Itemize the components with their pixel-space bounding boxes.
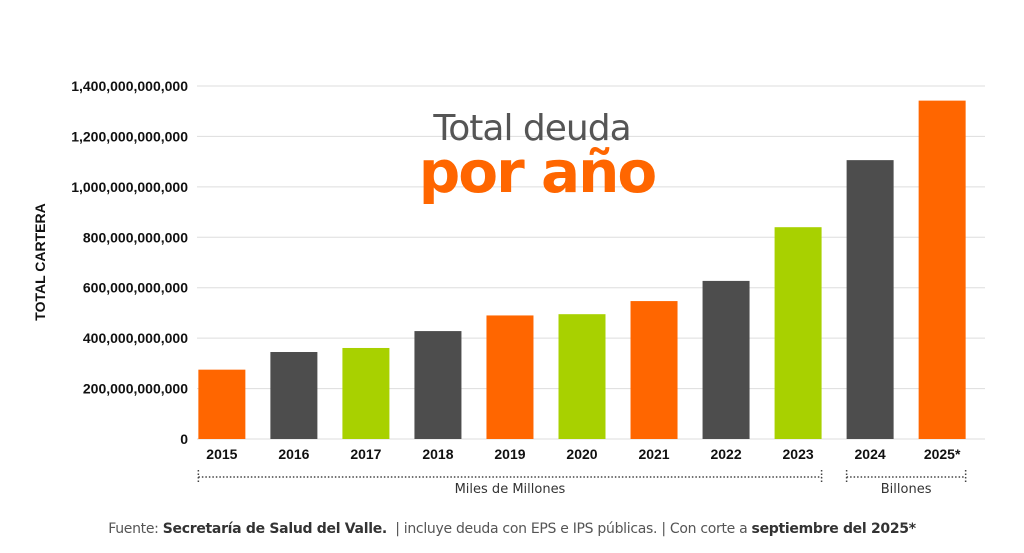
x-tick-label: 2018 [422,446,453,462]
x-tick-label: 2025* [924,446,961,462]
y-tick-label: 400,000,000,000 [83,330,188,346]
bar [558,314,606,439]
bar [486,315,534,439]
bar [342,347,390,439]
x-tick-label: 2015 [206,446,237,462]
bar [702,280,750,439]
footer-note: | incluye deuda con EPS e IPS públicas. … [386,521,752,537]
x-tick-label: 2022 [710,446,741,462]
y-tick-label: 800,000,000,000 [83,229,188,245]
y-tick-label: 1,200,000,000,000 [71,128,188,144]
bar [630,301,678,439]
y-tick-label: 1,400,000,000,000 [71,78,188,94]
bar [774,227,822,439]
y-tick-label: 200,000,000,000 [83,381,188,397]
bar [414,331,462,439]
group-label: Billones [881,482,932,497]
bar [846,160,894,439]
x-tick-label: 2023 [783,446,814,462]
chart-title-highlight: por año [419,138,656,206]
x-tick-label: 2020 [566,446,597,462]
chart-title: Total deuda [432,108,630,149]
bar [918,100,966,440]
y-tick-label: 600,000,000,000 [83,280,188,296]
x-tick-label: 2017 [350,446,381,462]
y-tick-label: 0 [180,431,188,447]
y-axis-label: TOTAL CARTERA [32,203,48,320]
x-tick-label: 2021 [638,446,669,462]
footer-prefix: Fuente: [108,521,163,537]
y-tick-label: 1,000,000,000,000 [71,179,188,195]
footer-source-name: Secretaría de Salud del Valle. [162,521,387,537]
x-tick-label: 2024 [855,446,886,462]
group-label: Miles de Millones [455,482,566,497]
footer-cutoff: septiembre del 2025* [751,521,917,537]
bar [270,352,318,439]
x-tick-label: 2019 [494,446,525,462]
footer-source: Fuente: Secretaría de Salud del Valle. |… [0,521,1024,537]
x-tick-label: 2016 [278,446,309,462]
bar [198,369,246,439]
